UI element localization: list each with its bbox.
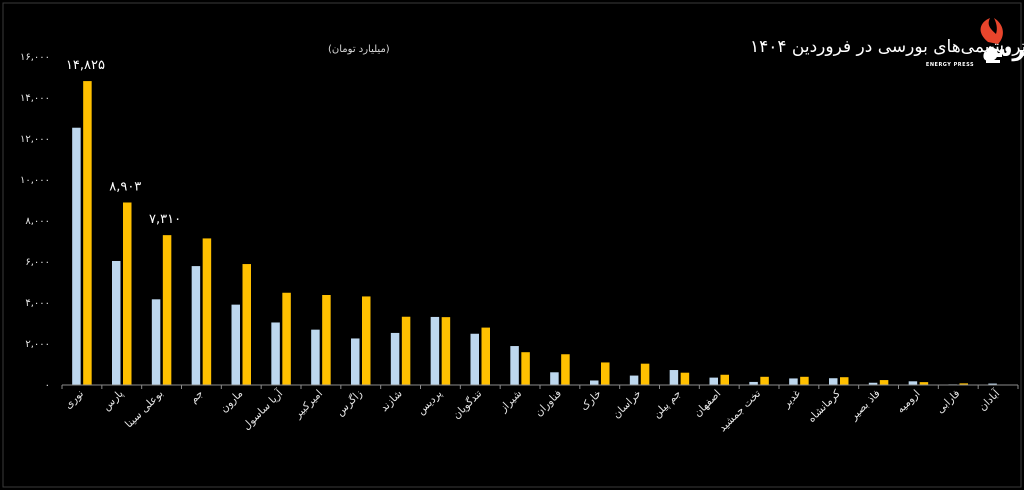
flame-icon: [980, 18, 1003, 63]
bar-series-1: [669, 370, 679, 385]
bar-series-2: [202, 238, 212, 385]
bar-series-2: [362, 296, 371, 385]
bar-series-1: [908, 381, 918, 385]
bar-series-2: [561, 354, 570, 385]
bar-series-1: [590, 380, 599, 385]
bar-series-2: [83, 81, 92, 385]
y-tick-label: ۱۰,۰۰۰: [20, 175, 50, 186]
bar-series-1: [988, 383, 997, 385]
bar-series-1: [550, 372, 559, 385]
bar-series-1: [112, 260, 121, 385]
bars: [72, 81, 1008, 385]
bar-series-1: [151, 299, 161, 385]
bar-series-1: [829, 378, 838, 385]
bar-series-1: [231, 304, 240, 385]
bar-series-1: [430, 316, 440, 385]
y-tick-label: ۱۲,۰۰۰: [20, 134, 50, 145]
bar-series-1: [629, 375, 639, 385]
bar-series-2: [879, 380, 889, 385]
bar-series-1: [72, 127, 81, 385]
bar-series-1: [789, 378, 798, 385]
chart-title: پردرآمدترین پتروشیمی‌های بورسی در فروردی…: [750, 35, 1024, 57]
bar-series-2: [720, 374, 729, 385]
bar-series-2: [680, 372, 690, 385]
bar-series-1: [868, 382, 878, 385]
data-labels: ۱۴,۸۲۵ ۸,۹۰۳ ۷,۳۱۰: [66, 58, 181, 227]
bar-series-1: [749, 381, 758, 385]
y-tick-label: ۱۴,۰۰۰: [20, 93, 50, 104]
bar-series-2: [401, 316, 411, 385]
bar-series-1: [271, 322, 280, 385]
bar-series-1: [390, 332, 400, 385]
bar-series-1: [470, 333, 479, 385]
logo-text: انرژی پرس: [982, 37, 1024, 62]
bar-series-2: [601, 362, 610, 385]
bar-series-2: [162, 235, 172, 385]
energy-press-logo: انرژی پرس ENERGY PRESS: [926, 18, 1024, 68]
logo-subtitle: ENERGY PRESS: [926, 62, 974, 68]
data-label: ۷,۳۱۰: [149, 212, 181, 227]
bar-series-2: [840, 377, 849, 385]
bar-series-2: [919, 382, 929, 385]
y-tick-label: ۲,۰۰۰: [25, 339, 50, 350]
bar-series-2: [322, 295, 331, 385]
data-label: ۱۴,۸۲۵: [66, 58, 105, 73]
bar-series-2: [282, 292, 291, 385]
chart-subtitle: (میلیارد تومان): [328, 44, 390, 55]
bar-series-2: [123, 202, 132, 385]
bar-series-2: [800, 376, 809, 385]
y-tick-label: ۸,۰۰۰: [25, 216, 50, 227]
y-tick-label: ۱۶,۰۰۰: [20, 52, 50, 63]
bar-series-2: [760, 376, 769, 385]
bar-series-2: [521, 352, 530, 385]
bar-series-1: [351, 338, 360, 385]
bar-series-2: [242, 264, 251, 385]
bar-series-2: [640, 363, 650, 385]
bar-series-2: [481, 327, 490, 385]
bar-series-1: [311, 329, 320, 385]
y-tick-label: ۴,۰۰۰: [25, 298, 50, 309]
bar-series-2: [441, 317, 451, 385]
data-label: ۸,۹۰۳: [109, 179, 141, 194]
y-axis: ۰ ۲,۰۰۰ ۴,۰۰۰ ۶,۰۰۰ ۸,۰۰۰ ۱۰,۰۰۰ ۱۲,۰۰۰ ۱۴,۰۰۰ ۱…: [20, 52, 50, 391]
bar-series-1: [510, 346, 519, 385]
bar-series-2: [959, 383, 968, 385]
bar-series-1: [191, 266, 201, 385]
y-tick-label: ۰: [45, 380, 50, 391]
bar-series-1: [709, 377, 718, 385]
y-tick-label: ۶,۰۰۰: [25, 257, 50, 268]
